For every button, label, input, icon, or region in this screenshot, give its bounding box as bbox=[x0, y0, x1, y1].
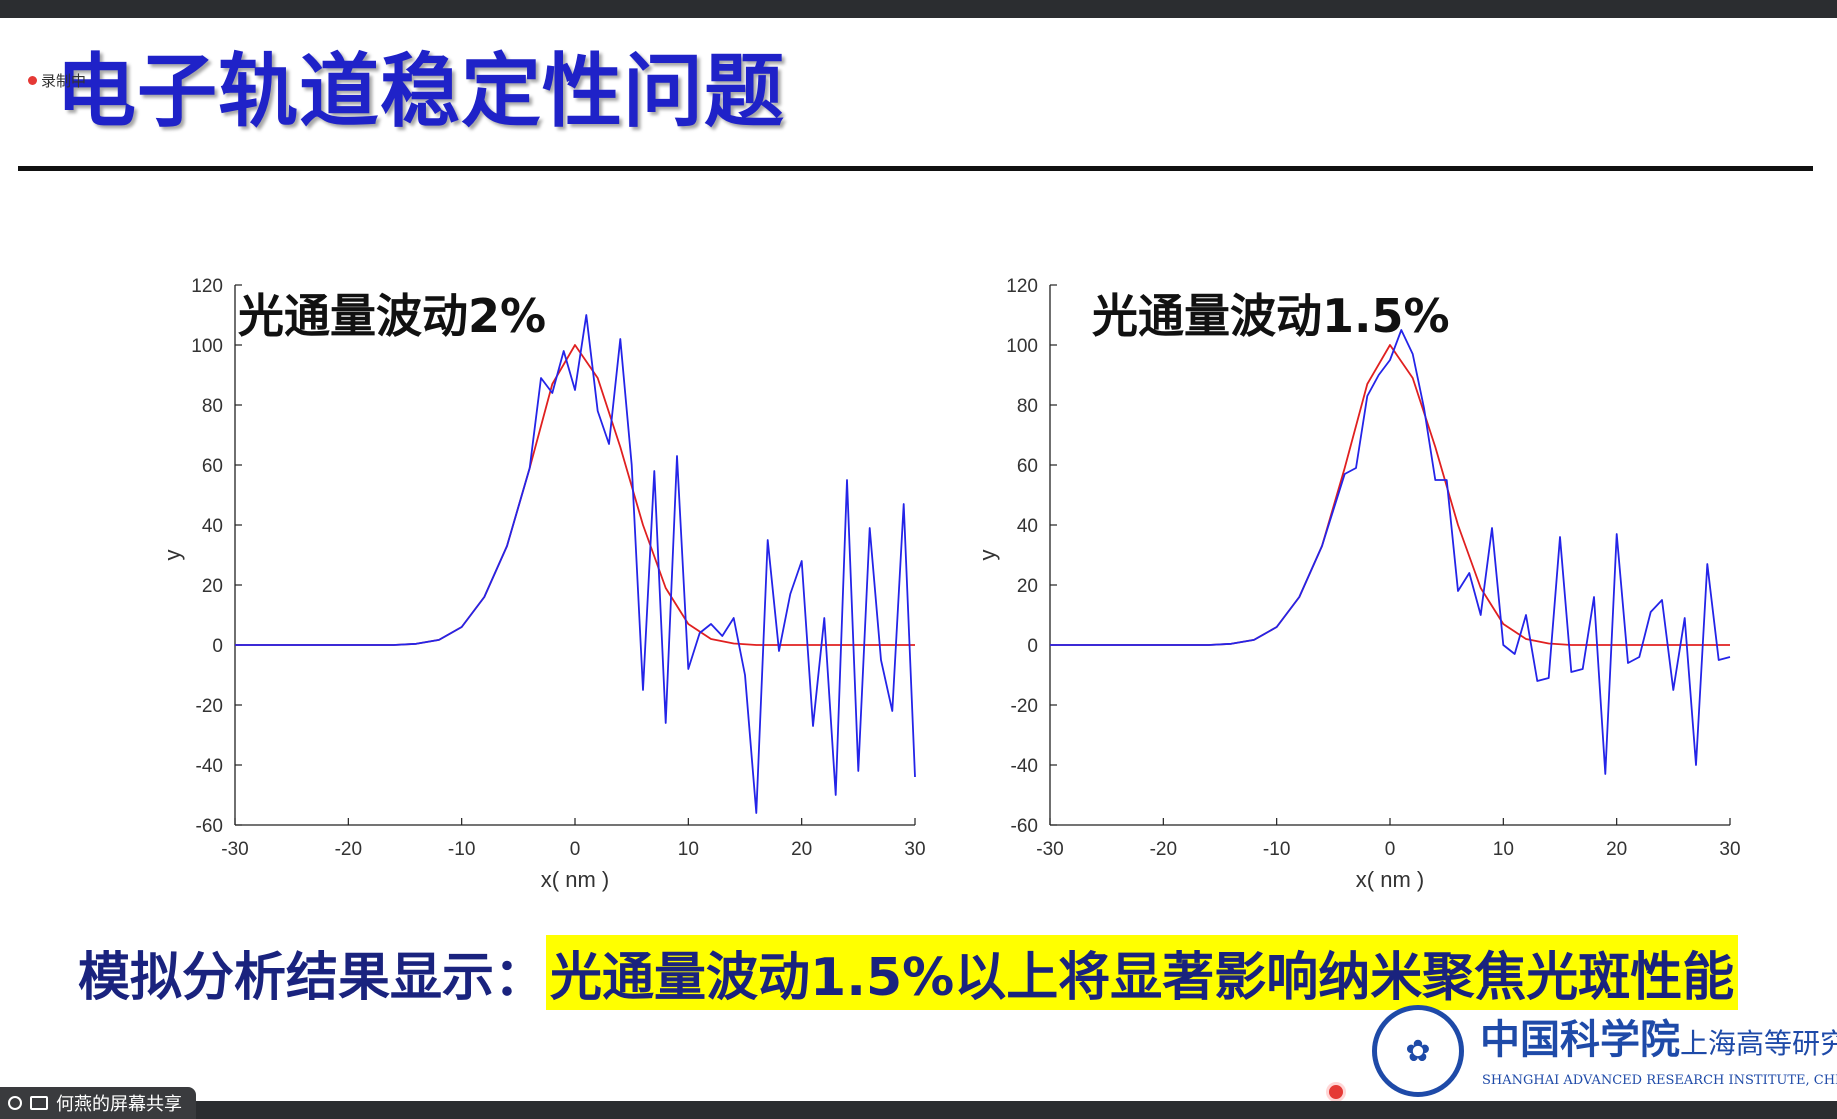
bottom-bar bbox=[0, 1101, 1837, 1119]
y-tick-label: 60 bbox=[1017, 456, 1038, 477]
logo-chinese-name: 中国科学院上海高等研究 bbox=[1480, 1007, 1837, 1065]
cas-seal-icon: ✿ bbox=[1372, 1005, 1464, 1097]
x-tick-label: -20 bbox=[335, 839, 362, 860]
screen-share-tab[interactable]: 何燕的屏幕共享 bbox=[0, 1087, 196, 1119]
y-tick-label: 40 bbox=[1017, 516, 1038, 537]
y-tick-label: 20 bbox=[1017, 576, 1038, 597]
y-tick-label: 40 bbox=[202, 516, 223, 537]
y-tick-label: 100 bbox=[191, 336, 223, 357]
y-tick-label: 120 bbox=[191, 276, 223, 297]
conclusion-lead: 模拟分析结果显示： bbox=[78, 948, 547, 1008]
conclusion-text: 模拟分析结果显示： 光通量波动1.5%以上将显著影响纳米聚焦光斑性能 bbox=[78, 935, 1739, 1010]
y-tick-label: 20 bbox=[202, 576, 223, 597]
screen-share-icon bbox=[30, 1096, 48, 1110]
x-tick-label: -30 bbox=[1036, 839, 1063, 860]
y-tick-label: 0 bbox=[212, 636, 223, 657]
conclusion-highlight: 光通量波动1.5%以上将显著影响纳米聚焦光斑性能 bbox=[546, 935, 1739, 1010]
y-tick-label: 80 bbox=[202, 396, 223, 417]
chart-left: -30 -20 -10 0 10 20 30 -60 -40 -20 0 20 40 60 80 100 120… bbox=[160, 276, 926, 892]
logo-english-name: SHANGHAI ADVANCED RESEARCH INSTITUTE, CH… bbox=[1482, 1073, 1837, 1088]
title-divider bbox=[18, 166, 1813, 171]
y-tick-label: 80 bbox=[1017, 396, 1038, 417]
annotate-icon[interactable] bbox=[8, 1096, 22, 1110]
y-tick-label: -60 bbox=[196, 816, 223, 837]
y-tick-label: -40 bbox=[196, 756, 223, 777]
screen-share-label: 何燕的屏幕共享 bbox=[56, 1094, 182, 1115]
y-tick-label: 0 bbox=[1027, 636, 1038, 657]
y-tick-label: -20 bbox=[196, 696, 223, 717]
pointer-cursor-icon bbox=[1326, 1082, 1346, 1102]
x-tick-label: -10 bbox=[1263, 839, 1290, 860]
chart-right-title: 光通量波动1.5% bbox=[1092, 289, 1450, 343]
y-tick-label: -60 bbox=[1011, 816, 1038, 837]
x-tick-label: 20 bbox=[791, 839, 812, 860]
logo-cn-main: 中国科学院 bbox=[1480, 1016, 1680, 1063]
recording-label: 录制中 bbox=[41, 72, 87, 90]
x-tick-label: -20 bbox=[1150, 839, 1177, 860]
x-tick-label: -10 bbox=[448, 839, 475, 860]
y-axis-label: y bbox=[160, 550, 185, 561]
x-tick-label: 10 bbox=[1493, 839, 1514, 860]
y-tick-label: 100 bbox=[1006, 336, 1038, 357]
x-tick-label: 0 bbox=[570, 839, 581, 860]
y-tick-label: -20 bbox=[1011, 696, 1038, 717]
recording-indicator[interactable]: 录制中 bbox=[28, 70, 86, 91]
x-axis-label: x( nm ) bbox=[541, 867, 609, 892]
x-tick-label: 10 bbox=[678, 839, 699, 860]
record-dot-icon bbox=[28, 76, 37, 85]
x-tick-label: -30 bbox=[221, 839, 248, 860]
slide-title: 电子轨道稳定性问题 bbox=[56, 45, 785, 138]
top-bar bbox=[0, 0, 1837, 18]
ideal-curve-line bbox=[1050, 344, 1730, 646]
y-tick-label: -40 bbox=[1011, 756, 1038, 777]
x-tick-label: 30 bbox=[1719, 839, 1740, 860]
simulated-curve-line bbox=[235, 314, 916, 814]
chart-right: -30 -20 -10 0 10 20 30 -60 -40 -20 0 20 40 60 80 100 120… bbox=[975, 276, 1741, 892]
y-axis-label: y bbox=[975, 550, 1000, 561]
cas-logo: ✿ 中国科学院上海高等研究 SHANGHAI ADVANCED RESEARCH… bbox=[1372, 1003, 1837, 1099]
x-tick-label: 20 bbox=[1606, 839, 1627, 860]
y-tick-label: 120 bbox=[1006, 276, 1038, 297]
x-tick-label: 0 bbox=[1385, 839, 1396, 860]
simulated-curve-line bbox=[1050, 329, 1731, 775]
y-tick-label: 60 bbox=[202, 456, 223, 477]
logo-cn-sub: 上海高等研究 bbox=[1680, 1027, 1837, 1060]
x-axis-label: x( nm ) bbox=[1356, 867, 1424, 892]
x-tick-label: 30 bbox=[904, 839, 925, 860]
chart-left-title: 光通量波动2% bbox=[238, 289, 547, 343]
